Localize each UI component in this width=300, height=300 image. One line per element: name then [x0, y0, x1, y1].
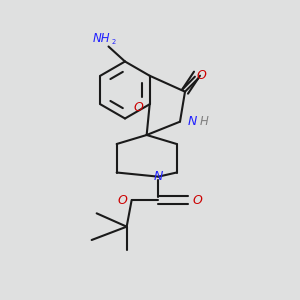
- Text: O: O: [118, 194, 128, 206]
- Text: $_2$: $_2$: [111, 37, 117, 47]
- Text: O: O: [196, 69, 206, 82]
- Text: N: N: [154, 170, 163, 183]
- Text: O: O: [133, 101, 143, 114]
- Text: H: H: [200, 115, 209, 128]
- Text: NH: NH: [93, 32, 110, 45]
- Text: O: O: [192, 194, 202, 206]
- Text: N: N: [188, 115, 197, 128]
